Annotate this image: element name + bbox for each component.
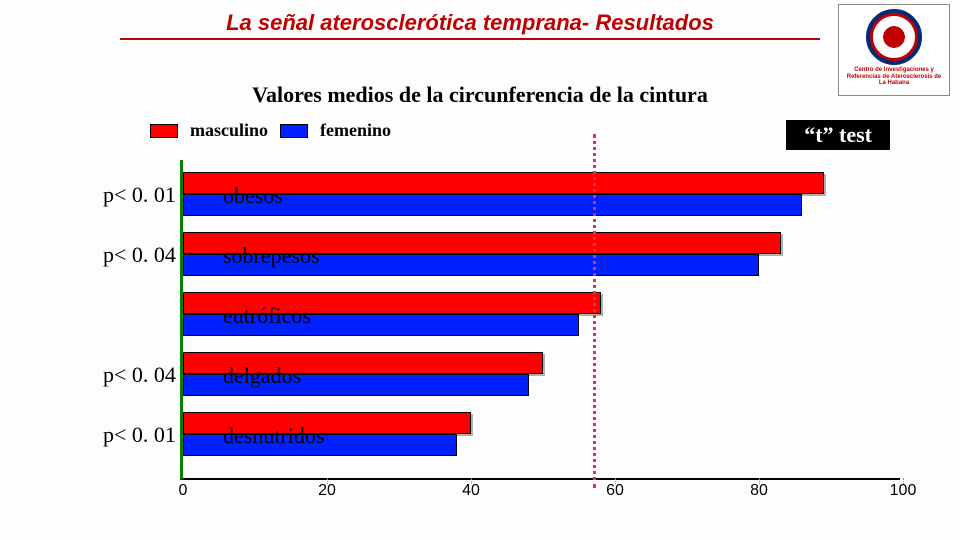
- p-value: p< 0. 04: [103, 362, 283, 388]
- x-tick-label: 0: [179, 482, 188, 500]
- x-gridline: [903, 478, 904, 484]
- legend-swatch-femenino: [280, 124, 308, 138]
- x-gridline: [471, 478, 472, 484]
- x-tick-label: 60: [606, 482, 624, 500]
- x-tick-label: 40: [462, 482, 480, 500]
- page-title: La señal aterosclerótica temprana- Resul…: [120, 10, 820, 40]
- bar-annotation: eutróficos: [223, 303, 311, 329]
- p-value: p< 0. 01: [103, 182, 283, 208]
- legend-swatch-masculino: [150, 124, 178, 138]
- x-tick-label: 20: [318, 482, 336, 500]
- chart-subtitle: Valores medios de la circunferencia de l…: [0, 82, 960, 108]
- x-gridline: [615, 478, 616, 484]
- legend-label-femenino: femenino: [320, 120, 391, 141]
- legend: masculino femenino: [150, 120, 391, 141]
- x-gridline: [327, 478, 328, 484]
- p-value: p< 0. 04: [103, 242, 283, 268]
- x-tick-label: 80: [750, 482, 768, 500]
- x-tick-label: 100: [890, 482, 917, 500]
- x-gridline: [759, 478, 760, 484]
- reference-line: [593, 134, 596, 488]
- p-value: p< 0. 01: [103, 422, 283, 448]
- chart-container: masculino femenino “t” test mas de 97pob…: [60, 120, 920, 520]
- logo-ring-icon: [866, 9, 922, 65]
- legend-label-masculino: masculino: [190, 120, 268, 141]
- plot-area: mas de 97pobesosp< 0. 0190 al 97sobrepes…: [180, 160, 900, 480]
- ttest-header: “t” test: [786, 120, 890, 150]
